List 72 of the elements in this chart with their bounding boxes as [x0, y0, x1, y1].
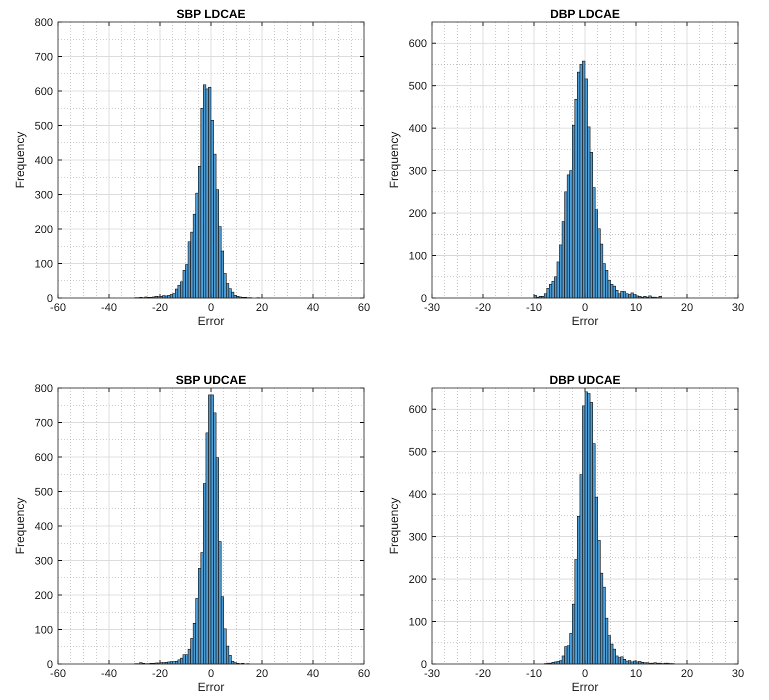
x-tick-label: -10: [526, 302, 542, 314]
y-tick-label: 600: [408, 404, 427, 416]
x-tick-label: -20: [152, 668, 168, 680]
y-tick-label: 200: [34, 590, 53, 602]
x-tick-label: -60: [50, 668, 66, 680]
y-tick-label: 800: [34, 383, 53, 395]
y-tick-label: 200: [408, 574, 427, 586]
y-tick-label: 700: [34, 418, 53, 430]
x-tick-label: 0: [208, 668, 214, 680]
x-tick-label: 60: [358, 668, 370, 680]
chart-title: SBP LDCAE: [176, 7, 246, 21]
x-tick-label: 40: [306, 668, 320, 680]
y-tick-label: 500: [408, 80, 427, 93]
x-axis-title: Error: [198, 680, 224, 694]
x-tick-label: 40: [306, 302, 320, 314]
y-tick-label: 500: [34, 120, 53, 132]
x-tick-label: 10: [630, 302, 642, 314]
y-axis-title: Frequency: [387, 132, 401, 188]
y-tick-label: 400: [408, 123, 427, 136]
y-tick-label: 0: [46, 293, 53, 305]
y-tick-label: 0: [420, 659, 427, 671]
x-tick-label: 0: [582, 302, 588, 314]
x-tick-label: 20: [680, 668, 694, 680]
y-tick-label: 100: [34, 624, 53, 636]
chart-title: DBP LDCAE: [550, 7, 620, 21]
x-tick-label: -40: [101, 668, 117, 680]
x-tick-label: 0: [582, 668, 588, 680]
y-axis-title: Frequency: [13, 132, 27, 188]
chart-title: DBP UDCAE: [549, 373, 621, 387]
y-tick-label: 600: [34, 452, 53, 464]
x-tick-label: -20: [475, 302, 491, 314]
x-axis-title: Error: [198, 314, 224, 328]
y-tick-label: 800: [34, 17, 53, 29]
y-tick-label: 700: [34, 52, 53, 64]
y-tick-label: 500: [408, 446, 427, 459]
x-tick-label: 60: [358, 302, 370, 314]
y-tick-label: 400: [34, 155, 53, 167]
y-axis-title: Frequency: [387, 498, 401, 554]
y-tick-label: 300: [34, 190, 53, 202]
x-tick-label: 20: [256, 302, 268, 314]
x-tick-label: -30: [424, 302, 440, 314]
y-tick-label: 600: [408, 38, 427, 50]
x-axis-title: Error: [572, 680, 598, 694]
x-tick-label: -60: [50, 302, 66, 314]
x-tick-label: 10: [630, 668, 642, 680]
y-tick-label: 100: [34, 258, 53, 270]
y-tick-label: 400: [408, 489, 427, 502]
chart-title: SBP UDCAE: [176, 373, 246, 387]
y-tick-label: 0: [46, 659, 53, 671]
y-tick-label: 200: [34, 224, 53, 236]
x-tick-label: -40: [101, 302, 117, 314]
x-tick-label: -30: [424, 668, 440, 680]
y-axis-title: Frequency: [13, 498, 27, 554]
y-tick-label: 200: [408, 208, 427, 220]
y-tick-label: 300: [34, 556, 53, 568]
x-axis-title: Error: [572, 314, 598, 328]
x-tick-label: 30: [732, 668, 744, 680]
y-tick-label: 500: [34, 486, 53, 498]
y-tick-label: 100: [408, 250, 427, 263]
x-tick-label: 0: [208, 302, 214, 314]
y-tick-label: 100: [408, 616, 427, 629]
x-tick-label: -10: [526, 668, 542, 680]
y-tick-label: 400: [34, 521, 53, 533]
y-tick-label: 0: [420, 293, 427, 305]
y-tick-label: 300: [408, 166, 427, 178]
y-tick-label: 300: [408, 532, 427, 544]
x-tick-label: -20: [152, 302, 168, 314]
x-tick-label: -20: [475, 668, 491, 680]
y-tick-label: 600: [34, 86, 53, 98]
x-tick-label: 30: [732, 302, 744, 314]
x-tick-label: 20: [680, 302, 694, 314]
x-tick-label: 20: [256, 668, 268, 680]
